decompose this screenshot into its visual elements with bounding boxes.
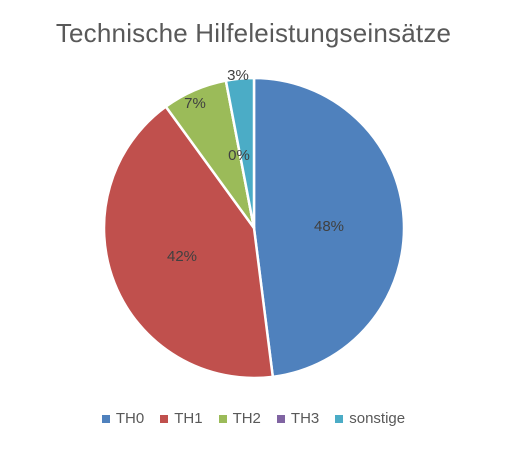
pie-slice-sonstige bbox=[224, 76, 256, 230]
legend-swatch bbox=[276, 414, 285, 423]
legend-item-th2: TH2 bbox=[218, 410, 261, 427]
legend-label: TH0 bbox=[115, 410, 145, 427]
slice-label-th1: 42% bbox=[167, 248, 197, 265]
legend-item-th3: TH3 bbox=[276, 410, 320, 427]
legend: TH0 TH1 TH2 TH3 sonstige bbox=[0, 410, 507, 427]
legend-item-th0: TH0 bbox=[101, 410, 145, 427]
legend-swatch bbox=[218, 414, 227, 423]
legend-label: TH2 bbox=[232, 410, 261, 427]
pie-slice-th1 bbox=[102, 105, 275, 380]
legend-label: sonstige bbox=[349, 410, 406, 427]
slice-labels: 48% 42% 7% 0% 3% bbox=[167, 67, 344, 265]
pie-slices bbox=[102, 76, 406, 380]
pie-slice-th0 bbox=[252, 76, 406, 379]
legend-item-sonstige: sonstige bbox=[335, 410, 405, 427]
legend-swatch bbox=[101, 414, 110, 423]
slice-label-th0: 48% bbox=[314, 218, 344, 235]
legend-swatch bbox=[160, 414, 169, 423]
slice-label-sonstige: 3% bbox=[227, 67, 249, 84]
slice-label-th2: 7% bbox=[184, 95, 206, 112]
legend-item-th1: TH1 bbox=[160, 410, 203, 427]
legend-label: TH3 bbox=[290, 410, 320, 427]
legend-label: TH1 bbox=[174, 410, 203, 427]
legend-swatch bbox=[335, 414, 344, 423]
slice-label-th3: 0% bbox=[228, 147, 250, 164]
chart-title: Technische Hilfeleistungseinsätze bbox=[55, 18, 452, 48]
